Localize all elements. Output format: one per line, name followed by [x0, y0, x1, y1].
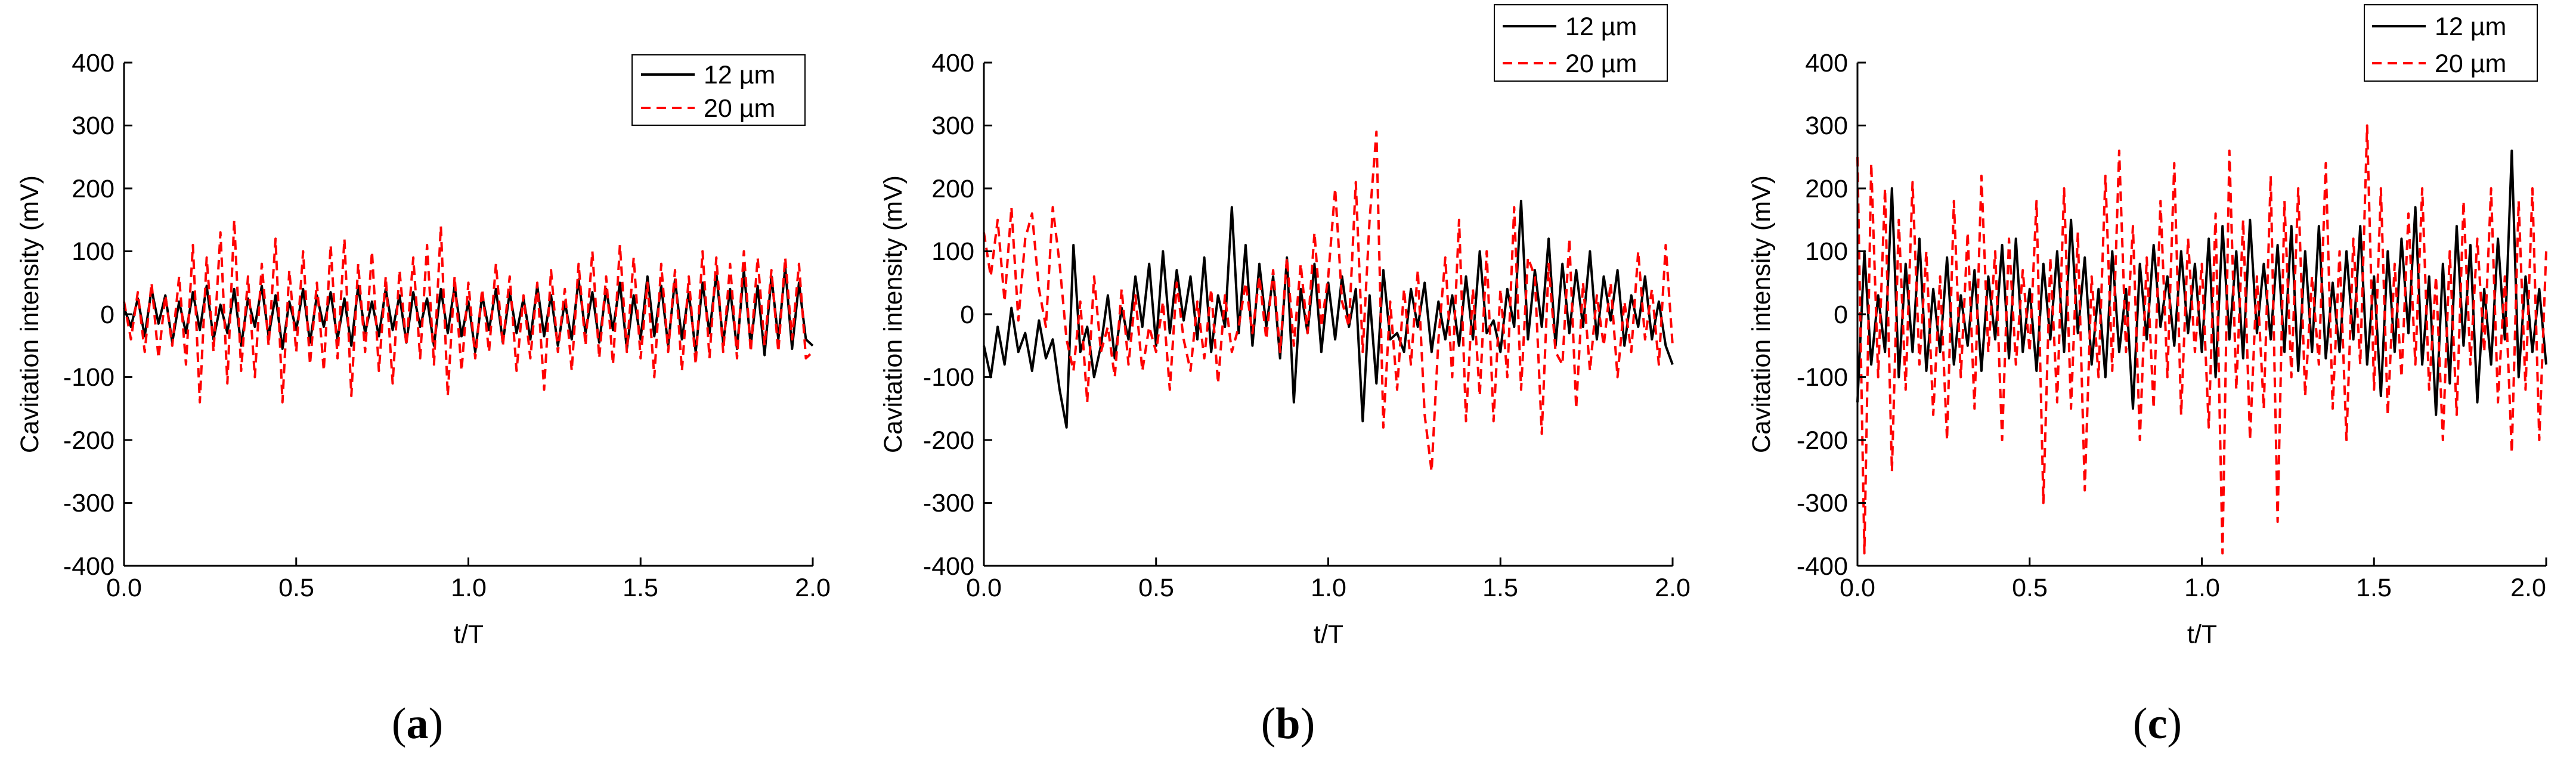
- x-tick-label: 2.0: [1655, 574, 1690, 602]
- y-tick-label: 200: [72, 175, 114, 203]
- y-tick-label: 300: [931, 111, 974, 140]
- legend-label-20um: 20 µm: [704, 94, 775, 123]
- legend-label-12um: 12 µm: [1565, 13, 1637, 41]
- legend: 12 µm 20 µm: [631, 54, 806, 126]
- x-tick-label: 1.0: [1311, 574, 1346, 602]
- y-tick-label: -100: [63, 363, 114, 392]
- series-line-20m: [983, 131, 1674, 473]
- panel-caption-c: (c): [2133, 699, 2182, 748]
- y-tick-label: -200: [63, 426, 114, 455]
- legend-box: [631, 54, 806, 126]
- panel-caption-a: (a): [392, 699, 443, 748]
- y-tick-label: -300: [63, 489, 114, 518]
- y-tick-label: 100: [1805, 237, 1848, 266]
- x-tick-label: 0.0: [966, 574, 1002, 602]
- x-tick-label: 1.5: [2356, 574, 2392, 602]
- x-tick-label: 0.5: [2012, 574, 2048, 602]
- y-tick-label: -200: [1797, 426, 1848, 455]
- ticks-layer-c: [1856, 61, 2547, 567]
- y-tick-label: 200: [931, 175, 974, 203]
- x-tick-label: 0.5: [1138, 574, 1174, 602]
- plot-area-frame-a: [124, 63, 813, 566]
- y-tick-label: -300: [1797, 489, 1848, 518]
- series-layer-a: [123, 218, 814, 404]
- y-tick-label: -400: [63, 552, 114, 581]
- x-axis-label: t/T: [2187, 620, 2217, 649]
- y-tick-label: -100: [1797, 363, 1848, 392]
- y-axis-label: Cavitation intensity (mV): [16, 175, 44, 453]
- x-tick-label: 0.0: [1840, 574, 1875, 602]
- series-line-20m: [123, 218, 814, 404]
- legend-label-20um: 20 µm: [1565, 49, 1637, 78]
- y-tick-label: 200: [1805, 175, 1848, 203]
- series-layer-b: [983, 131, 1674, 473]
- legend: 12 µm 20 µm: [1494, 4, 1668, 82]
- legend-label-20um: 20 µm: [2435, 49, 2506, 78]
- y-tick-label: 300: [1805, 111, 1848, 140]
- legend-box: [2364, 4, 2538, 82]
- y-tick-label: -300: [923, 489, 974, 518]
- x-tick-label: 1.0: [2184, 574, 2220, 602]
- y-axis-label: Cavitation intensity (mV): [879, 175, 908, 453]
- y-tick-label: 0: [100, 300, 114, 329]
- series-line-12m: [1856, 149, 2547, 416]
- y-tick-label: 100: [72, 237, 114, 266]
- series-line-20m: [1856, 124, 2547, 554]
- plot-area-frame-c: [1857, 63, 2546, 566]
- y-tick-label: 0: [1834, 300, 1848, 329]
- x-axis-label: t/T: [454, 620, 484, 649]
- panel-b: 400 300 200 100 0 -100 -200 -300 -400 0.…: [879, 4, 1690, 748]
- x-tick-label: 1.5: [623, 574, 658, 602]
- series-line-12m: [983, 200, 1674, 429]
- y-tick-label: 400: [72, 49, 114, 78]
- y-tick-label: -400: [1797, 552, 1848, 581]
- legend-label-12um: 12 µm: [2435, 13, 2506, 41]
- y-tick-label: -100: [923, 363, 974, 392]
- x-tick-label: 0.0: [106, 574, 142, 602]
- y-tick-label: 300: [72, 111, 114, 140]
- x-tick-label: 2.0: [795, 574, 831, 602]
- ticks-layer-b: [983, 61, 1674, 567]
- y-axis-label: Cavitation intensity (mV): [1747, 175, 1776, 453]
- y-tick-label: 100: [931, 237, 974, 266]
- legend: 12 µm 20 µm: [2364, 4, 2538, 82]
- x-tick-label: 2.0: [2510, 574, 2546, 602]
- y-tick-label: 400: [931, 49, 974, 78]
- panel-a: 400 300 200 100 0 -100 -200 -300 -400 0.…: [16, 49, 831, 748]
- y-tick-label: 400: [1805, 49, 1848, 78]
- y-tick-label: -200: [923, 426, 974, 455]
- panel-c: 400 300 200 100 0 -100 -200 -300 -400 0.…: [1747, 4, 2547, 748]
- ticks-layer-a: [123, 61, 814, 567]
- series-layer-c: [1856, 124, 2547, 554]
- legend-label-12um: 12 µm: [704, 61, 775, 89]
- y-tick-label: 0: [960, 300, 974, 329]
- y-tick-label: -400: [923, 552, 974, 581]
- x-axis-label: t/T: [1314, 620, 1343, 649]
- x-tick-label: 1.5: [1482, 574, 1518, 602]
- panel-caption-b: (b): [1261, 699, 1315, 748]
- x-tick-label: 0.5: [278, 574, 314, 602]
- plot-area-frame-b: [984, 63, 1673, 566]
- legend-box: [1494, 4, 1668, 82]
- x-tick-label: 1.0: [451, 574, 487, 602]
